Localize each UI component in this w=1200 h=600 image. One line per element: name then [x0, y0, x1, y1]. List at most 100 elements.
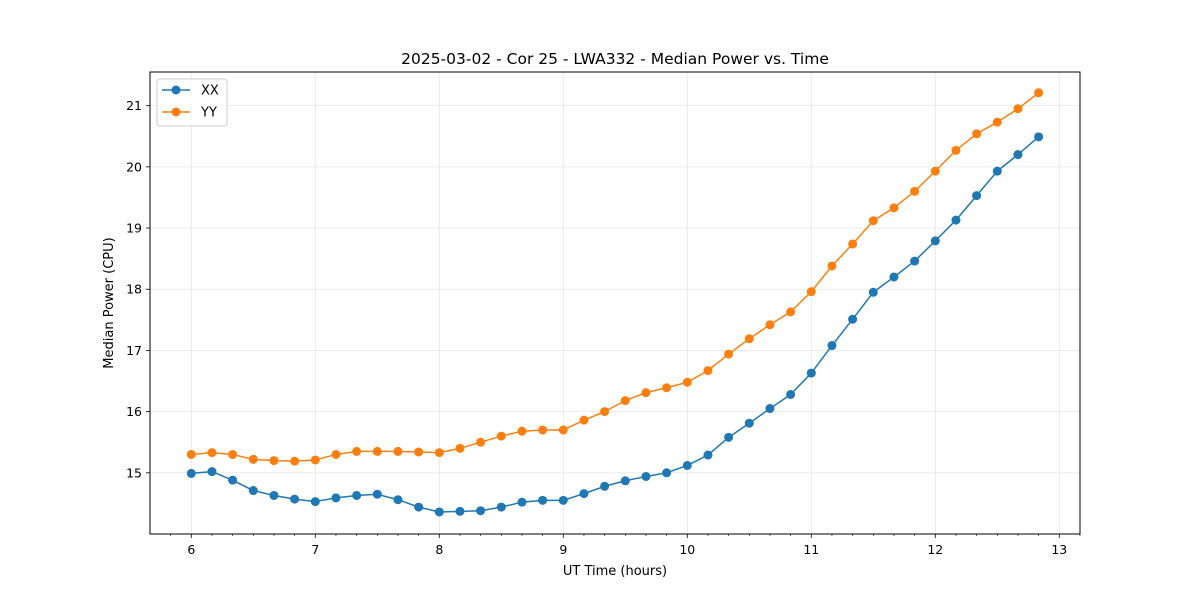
data-point-yy — [703, 366, 713, 376]
legend-label-yy: YY — [200, 106, 217, 121]
data-point-yy — [951, 145, 961, 155]
data-point-yy — [496, 431, 506, 441]
data-point-xx — [372, 489, 382, 499]
data-point-yy — [765, 320, 775, 330]
legend-marker-yy — [171, 107, 181, 117]
data-point-xx — [765, 404, 775, 414]
data-point-yy — [868, 216, 878, 226]
data-point-yy — [476, 437, 486, 447]
data-point-yy — [372, 446, 382, 456]
data-point-yy — [930, 166, 940, 176]
data-point-yy — [662, 383, 672, 393]
data-point-xx — [1013, 150, 1023, 160]
x-tick-label: 6 — [187, 542, 195, 557]
data-point-xx — [476, 506, 486, 516]
x-tick-label: 9 — [559, 542, 567, 557]
data-point-yy — [620, 396, 630, 406]
data-point-yy — [434, 448, 444, 458]
data-point-yy — [455, 443, 465, 453]
ticks: 6 7 8 9 10 11 12 13 15 16 17 18 19 20 21 — [126, 98, 1081, 557]
data-point-xx — [393, 495, 403, 505]
y-tick-label: 21 — [126, 98, 142, 113]
data-point-yy — [538, 425, 548, 435]
data-point-yy — [744, 334, 754, 344]
plot-frame — [149, 71, 1081, 535]
x-tick-label: 7 — [311, 542, 319, 557]
data-point-xx — [228, 475, 238, 485]
data-point-xx — [682, 460, 692, 470]
y-axis-label: Median Power (CPU) — [102, 237, 117, 368]
data-point-xx — [455, 506, 465, 516]
data-point-yy — [290, 456, 300, 466]
y-tick-label: 15 — [126, 465, 142, 480]
data-point-yy — [579, 415, 589, 425]
legend-marker-xx — [171, 85, 181, 95]
data-point-xx — [1034, 132, 1044, 142]
legend: XX YY — [156, 78, 228, 127]
data-point-xx — [848, 314, 858, 324]
data-point-xx — [558, 495, 568, 505]
x-tick-label: 12 — [927, 542, 943, 557]
data-point-xx — [786, 389, 796, 399]
data-point-yy — [517, 426, 527, 436]
data-point-yy — [414, 447, 424, 457]
data-point-yy — [972, 129, 982, 139]
data-point-xx — [641, 471, 651, 481]
data-point-xx — [992, 166, 1002, 176]
data-point-yy — [827, 261, 837, 271]
data-point-yy — [393, 446, 403, 456]
data-point-yy — [848, 239, 858, 249]
x-tick-label: 8 — [435, 542, 443, 557]
data-point-xx — [889, 272, 899, 282]
data-point-yy — [786, 307, 796, 317]
data-point-xx — [703, 450, 713, 460]
data-point-xx — [434, 507, 444, 517]
data-point-xx — [600, 481, 610, 491]
data-point-xx — [496, 502, 506, 512]
data-point-xx — [248, 486, 258, 496]
data-point-xx — [620, 476, 630, 486]
data-point-yy — [186, 449, 196, 459]
grid — [150, 72, 1080, 534]
data-point-yy — [558, 425, 568, 435]
data-point-xx — [806, 368, 816, 378]
data-point-xx — [744, 418, 754, 428]
y-tick-label: 17 — [126, 343, 142, 358]
legend-label-xx: XX — [201, 84, 219, 99]
data-point-yy — [207, 448, 217, 458]
data-point-xx — [517, 497, 527, 507]
data-point-yy — [1034, 88, 1044, 98]
data-point-xx — [414, 502, 424, 512]
data-point-xx — [186, 468, 196, 478]
data-point-yy — [641, 388, 651, 398]
x-tick-label: 10 — [679, 542, 695, 557]
data-point-yy — [910, 186, 920, 196]
data-point-xx — [662, 468, 672, 478]
data-point-yy — [806, 287, 816, 297]
data-point-xx — [827, 341, 837, 351]
x-tick-label: 13 — [1051, 542, 1067, 557]
data-point-yy — [600, 407, 610, 417]
data-point-yy — [889, 203, 899, 213]
data-point-xx — [310, 497, 320, 507]
y-tick-label: 19 — [126, 221, 142, 236]
data-point-yy — [269, 456, 279, 466]
x-tick-label: 11 — [803, 542, 819, 557]
data-point-xx — [910, 256, 920, 266]
plot-area — [150, 72, 1080, 534]
data-point-xx — [538, 495, 548, 505]
data-point-xx — [972, 191, 982, 201]
data-point-yy — [310, 455, 320, 465]
data-point-yy — [1013, 104, 1023, 114]
data-point-xx — [352, 490, 362, 500]
chart-title: 2025-03-02 - Cor 25 - LWA332 - Median Po… — [401, 50, 829, 68]
data-point-yy — [248, 454, 258, 464]
data-point-xx — [930, 236, 940, 246]
series-layer — [186, 88, 1044, 517]
data-point-xx — [579, 489, 589, 499]
y-tick-label: 18 — [126, 282, 142, 297]
data-point-yy — [682, 377, 692, 387]
data-point-xx — [724, 432, 734, 442]
data-point-xx — [868, 287, 878, 297]
